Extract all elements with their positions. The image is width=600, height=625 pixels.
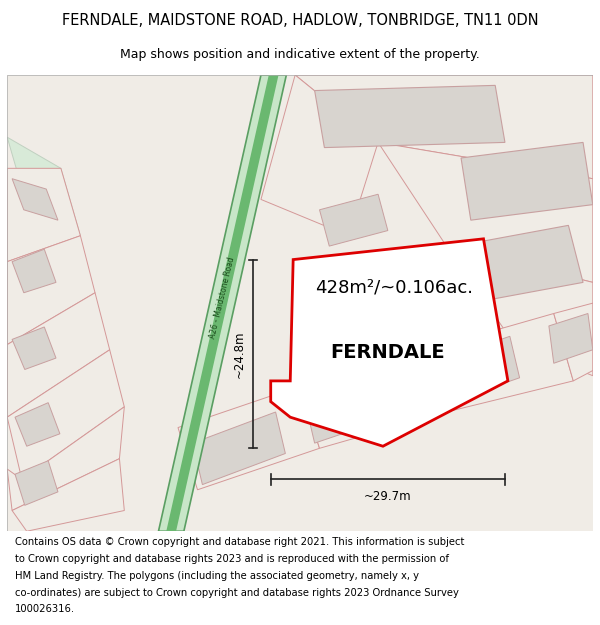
Polygon shape (158, 75, 286, 531)
Polygon shape (378, 142, 593, 282)
Polygon shape (271, 239, 508, 446)
Text: Map shows position and indicative extent of the property.: Map shows position and indicative extent… (120, 48, 480, 61)
Text: to Crown copyright and database rights 2023 and is reproduced with the permissio: to Crown copyright and database rights 2… (15, 554, 449, 564)
Polygon shape (7, 407, 124, 511)
Polygon shape (7, 236, 95, 344)
Polygon shape (554, 303, 593, 381)
Polygon shape (261, 75, 378, 236)
Text: FERNDALE, MAIDSTONE ROAD, HADLOW, TONBRIDGE, TN11 0DN: FERNDALE, MAIDSTONE ROAD, HADLOW, TONBRI… (62, 13, 538, 28)
Polygon shape (12, 327, 56, 369)
Polygon shape (305, 374, 398, 443)
Polygon shape (320, 264, 390, 311)
Text: A26 - Maidstone Road: A26 - Maidstone Road (208, 256, 236, 340)
Text: 428m²/~0.106ac.: 428m²/~0.106ac. (314, 279, 473, 297)
Polygon shape (295, 75, 593, 179)
Text: ~24.8m: ~24.8m (232, 330, 245, 378)
Polygon shape (12, 179, 58, 220)
Polygon shape (193, 412, 286, 484)
Polygon shape (300, 350, 446, 448)
Polygon shape (314, 86, 505, 148)
Polygon shape (7, 350, 124, 479)
Polygon shape (461, 142, 593, 220)
Text: ~29.7m: ~29.7m (364, 490, 412, 502)
Polygon shape (15, 461, 58, 506)
Polygon shape (15, 402, 60, 446)
Polygon shape (12, 459, 124, 531)
Polygon shape (12, 249, 56, 292)
Text: Contains OS data © Crown copyright and database right 2021. This information is : Contains OS data © Crown copyright and d… (15, 537, 464, 547)
Polygon shape (7, 138, 80, 236)
Text: FERNDALE: FERNDALE (331, 343, 445, 362)
Polygon shape (549, 314, 593, 363)
Polygon shape (178, 386, 320, 490)
Polygon shape (427, 314, 573, 412)
Polygon shape (456, 226, 583, 303)
Polygon shape (320, 194, 388, 246)
Polygon shape (446, 246, 593, 376)
Text: co-ordinates) are subject to Crown copyright and database rights 2023 Ordnance S: co-ordinates) are subject to Crown copyr… (15, 588, 459, 598)
Polygon shape (166, 75, 278, 531)
Text: 100026316.: 100026316. (15, 604, 75, 614)
Polygon shape (7, 292, 110, 418)
Polygon shape (432, 336, 520, 405)
Polygon shape (7, 168, 80, 262)
Text: HM Land Registry. The polygons (including the associated geometry, namely x, y: HM Land Registry. The polygons (includin… (15, 571, 419, 581)
